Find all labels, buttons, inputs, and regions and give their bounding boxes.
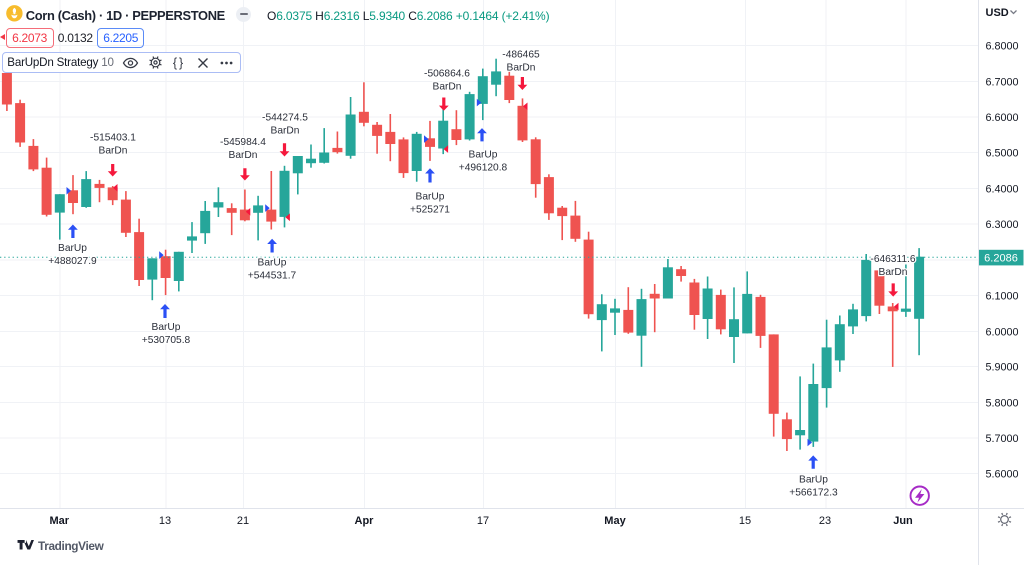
- svg-text:BarDn: BarDn: [271, 126, 300, 137]
- svg-text:5.9000: 5.9000: [986, 361, 1019, 373]
- svg-text:+525271: +525271: [410, 205, 450, 216]
- svg-text:BarUp: BarUp: [258, 258, 287, 269]
- svg-text:BarUp: BarUp: [58, 243, 87, 254]
- svg-text:21: 21: [237, 515, 249, 527]
- svg-text:5.6000: 5.6000: [986, 468, 1019, 480]
- svg-text:BarUp: BarUp: [799, 475, 828, 486]
- svg-text:17: 17: [477, 515, 489, 527]
- svg-text:5.7000: 5.7000: [986, 433, 1019, 445]
- svg-text:6.4000: 6.4000: [986, 183, 1019, 195]
- svg-text:USD: USD: [986, 7, 1009, 19]
- svg-text:BarUp: BarUp: [416, 192, 445, 203]
- svg-text:6.2086: 6.2086: [984, 252, 1018, 264]
- svg-text:Apr: Apr: [355, 515, 375, 527]
- svg-text:-506864.6: -506864.6: [424, 69, 470, 80]
- svg-text:-515403.1: -515403.1: [90, 133, 136, 144]
- svg-text:6.1000: 6.1000: [986, 290, 1019, 302]
- svg-text:BarDn: BarDn: [879, 267, 908, 278]
- svg-text:-646311.6: -646311.6: [870, 254, 915, 265]
- svg-text:+530705.8: +530705.8: [142, 335, 191, 346]
- svg-text:Jun: Jun: [893, 515, 913, 527]
- svg-text:Mar: Mar: [50, 515, 70, 527]
- svg-text:6.5000: 6.5000: [986, 147, 1019, 159]
- svg-text:+496120.8: +496120.8: [459, 163, 508, 174]
- svg-text:-486465: -486465: [502, 50, 540, 61]
- svg-text:6.7000: 6.7000: [986, 76, 1019, 88]
- svg-text:May: May: [604, 515, 626, 527]
- svg-text:BarUp: BarUp: [152, 322, 181, 333]
- svg-text:6.8000: 6.8000: [986, 40, 1019, 52]
- svg-text:+544531.7: +544531.7: [248, 271, 297, 282]
- svg-text:BarDn: BarDn: [433, 82, 462, 93]
- svg-text:-545984.4: -545984.4: [220, 137, 266, 148]
- svg-text:6.0000: 6.0000: [986, 326, 1019, 338]
- svg-text:13: 13: [159, 515, 171, 527]
- svg-text:BarUp: BarUp: [469, 150, 498, 161]
- svg-text:6.3000: 6.3000: [986, 219, 1019, 231]
- svg-text:BarDn: BarDn: [507, 63, 536, 74]
- svg-text:+566172.3: +566172.3: [789, 488, 838, 499]
- svg-text:5.8000: 5.8000: [986, 397, 1019, 409]
- svg-text:23: 23: [819, 515, 831, 527]
- svg-text:BarDn: BarDn: [229, 150, 258, 161]
- svg-text:6.6000: 6.6000: [986, 112, 1019, 124]
- svg-text:15: 15: [739, 515, 751, 527]
- svg-text:-544274.5: -544274.5: [262, 113, 308, 124]
- svg-text:+488027.9: +488027.9: [48, 256, 97, 267]
- svg-text:BarDn: BarDn: [99, 146, 128, 157]
